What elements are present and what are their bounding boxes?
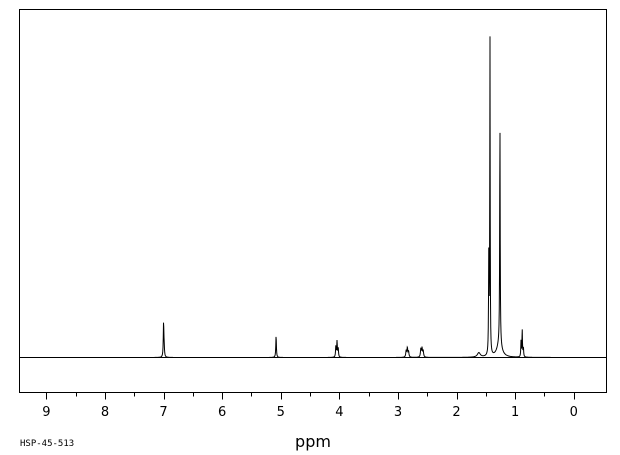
x-tick-label: 9	[42, 405, 50, 420]
x-tick-label: 0	[570, 405, 578, 420]
spectrum-trace	[20, 36, 606, 358]
x-tick-label: 2	[452, 405, 460, 420]
x-tick-label: 3	[394, 405, 402, 420]
x-tick-label: 6	[218, 405, 226, 420]
x-tick-label: 5	[277, 405, 285, 420]
x-tick-label: 4	[335, 405, 343, 420]
x-axis-label: ppm	[295, 432, 331, 451]
x-tick-label: 8	[101, 405, 109, 420]
x-axis-ticks: 9 8 7 6 5 4 3 2 1 0	[42, 392, 578, 420]
plot-frame	[19, 9, 607, 393]
x-tick-label: 1	[511, 405, 519, 420]
x-tick-label: 7	[159, 405, 167, 420]
sample-id-label: HSP-45-513	[20, 439, 74, 449]
